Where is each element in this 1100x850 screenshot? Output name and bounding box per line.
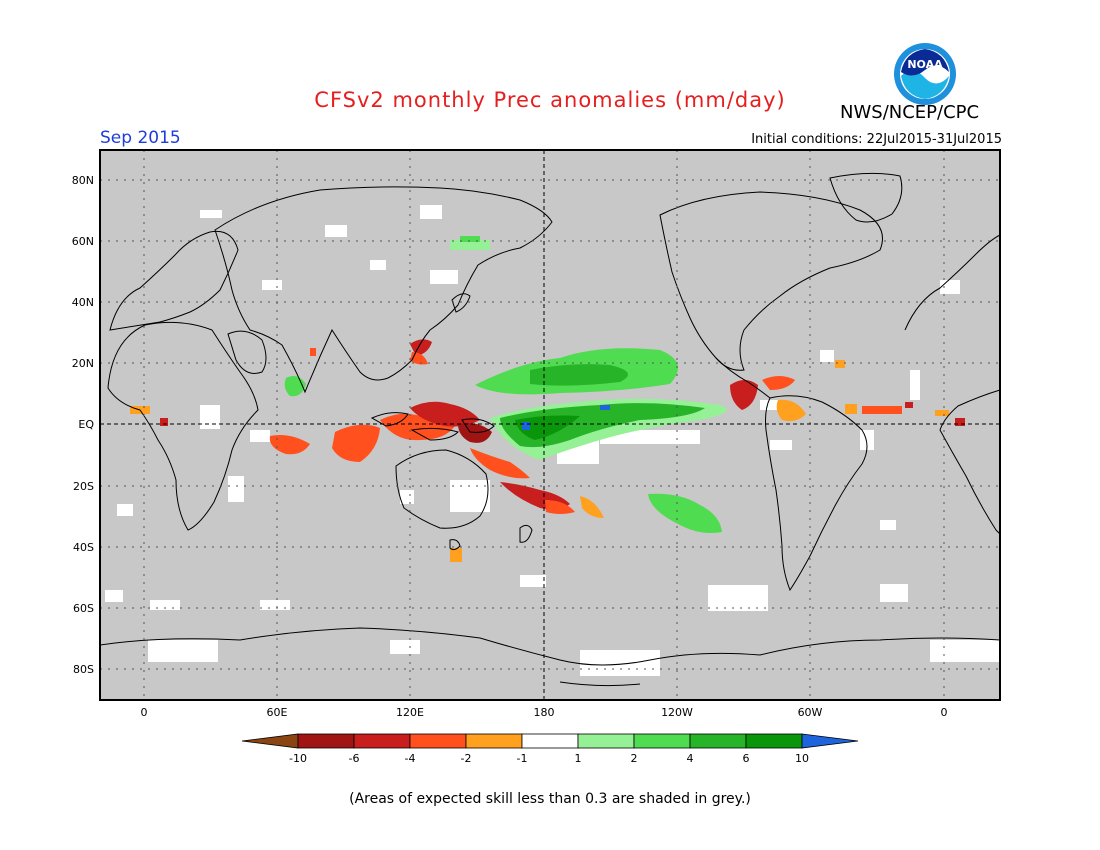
- lat-label: 60S: [73, 602, 94, 615]
- colorbar-label: -4: [405, 752, 416, 765]
- lon-label: 60E: [267, 706, 288, 719]
- lat-label: EQ: [78, 418, 94, 431]
- lon-label: 0: [141, 706, 148, 719]
- coastlines: [99, 172, 1001, 687]
- noaa-logo-icon: NOAA: [894, 43, 956, 105]
- lat-axis: 80N 60N 40N 20N EQ 20S 40S 60S 80S: [72, 174, 95, 676]
- gridlines: [100, 150, 1000, 700]
- map-background: [100, 150, 1000, 700]
- colorbar-label: -10: [289, 752, 307, 765]
- lat-label: 40N: [72, 296, 94, 309]
- colorbar-label: 6: [743, 752, 750, 765]
- colorbar-label: 1: [575, 752, 582, 765]
- colorbar-swatch: [577, 733, 635, 749]
- equator-dateline: [100, 150, 1000, 700]
- colorbar-labels: -10 -6 -4 -2 -1 1 2 4 6 10: [289, 752, 809, 765]
- colorbar-swatch: [633, 733, 691, 749]
- lon-label: 60W: [798, 706, 823, 719]
- anomaly-patches: [105, 205, 1000, 676]
- lon-axis: 0 60E 120E 180 120W 60W 0: [141, 706, 948, 719]
- chart-title: CFSv2 monthly Prec anomalies (mm/day): [314, 88, 786, 112]
- colorbar-label: 10: [795, 752, 809, 765]
- lon-label: 180: [534, 706, 555, 719]
- colorbar-label: -1: [517, 752, 528, 765]
- lat-label: 80S: [73, 663, 94, 676]
- colorbar-arrow-high: [801, 733, 859, 749]
- lat-label: 60N: [72, 235, 94, 248]
- skill-footnote: (Areas of expected skill less than 0.3 a…: [349, 791, 751, 807]
- colorbar-swatch: [521, 733, 579, 749]
- lon-label: 120W: [661, 706, 693, 719]
- colorbar-swatch: [689, 733, 747, 749]
- colorbar-label: -2: [461, 752, 472, 765]
- colorbar-swatch: [745, 733, 803, 749]
- colorbar-label: 2: [631, 752, 638, 765]
- map-frame: [99, 149, 1001, 701]
- lon-label: 120E: [396, 706, 424, 719]
- colorbar-swatch: [297, 733, 355, 749]
- lat-label: 80N: [72, 174, 94, 187]
- lat-label: 20S: [73, 480, 94, 493]
- colorbar-swatch: [409, 733, 467, 749]
- colorbar-swatch: [465, 733, 523, 749]
- colorbar-label: 4: [687, 752, 694, 765]
- initial-conditions: Initial conditions: 22Jul2015-31Jul2015: [751, 132, 1002, 147]
- colorbar-label: -6: [349, 752, 360, 765]
- colorbar-arrow-low: [241, 733, 299, 749]
- forecast-period: Sep 2015: [100, 128, 181, 148]
- colorbar: [241, 733, 859, 749]
- agency-label: NWS/NCEP/CPC: [840, 102, 980, 123]
- lat-label: 20N: [72, 357, 94, 370]
- lon-label: 0: [941, 706, 948, 719]
- noaa-logo-text: NOAA: [907, 58, 943, 71]
- lat-label: 40S: [73, 541, 94, 554]
- colorbar-swatch: [353, 733, 411, 749]
